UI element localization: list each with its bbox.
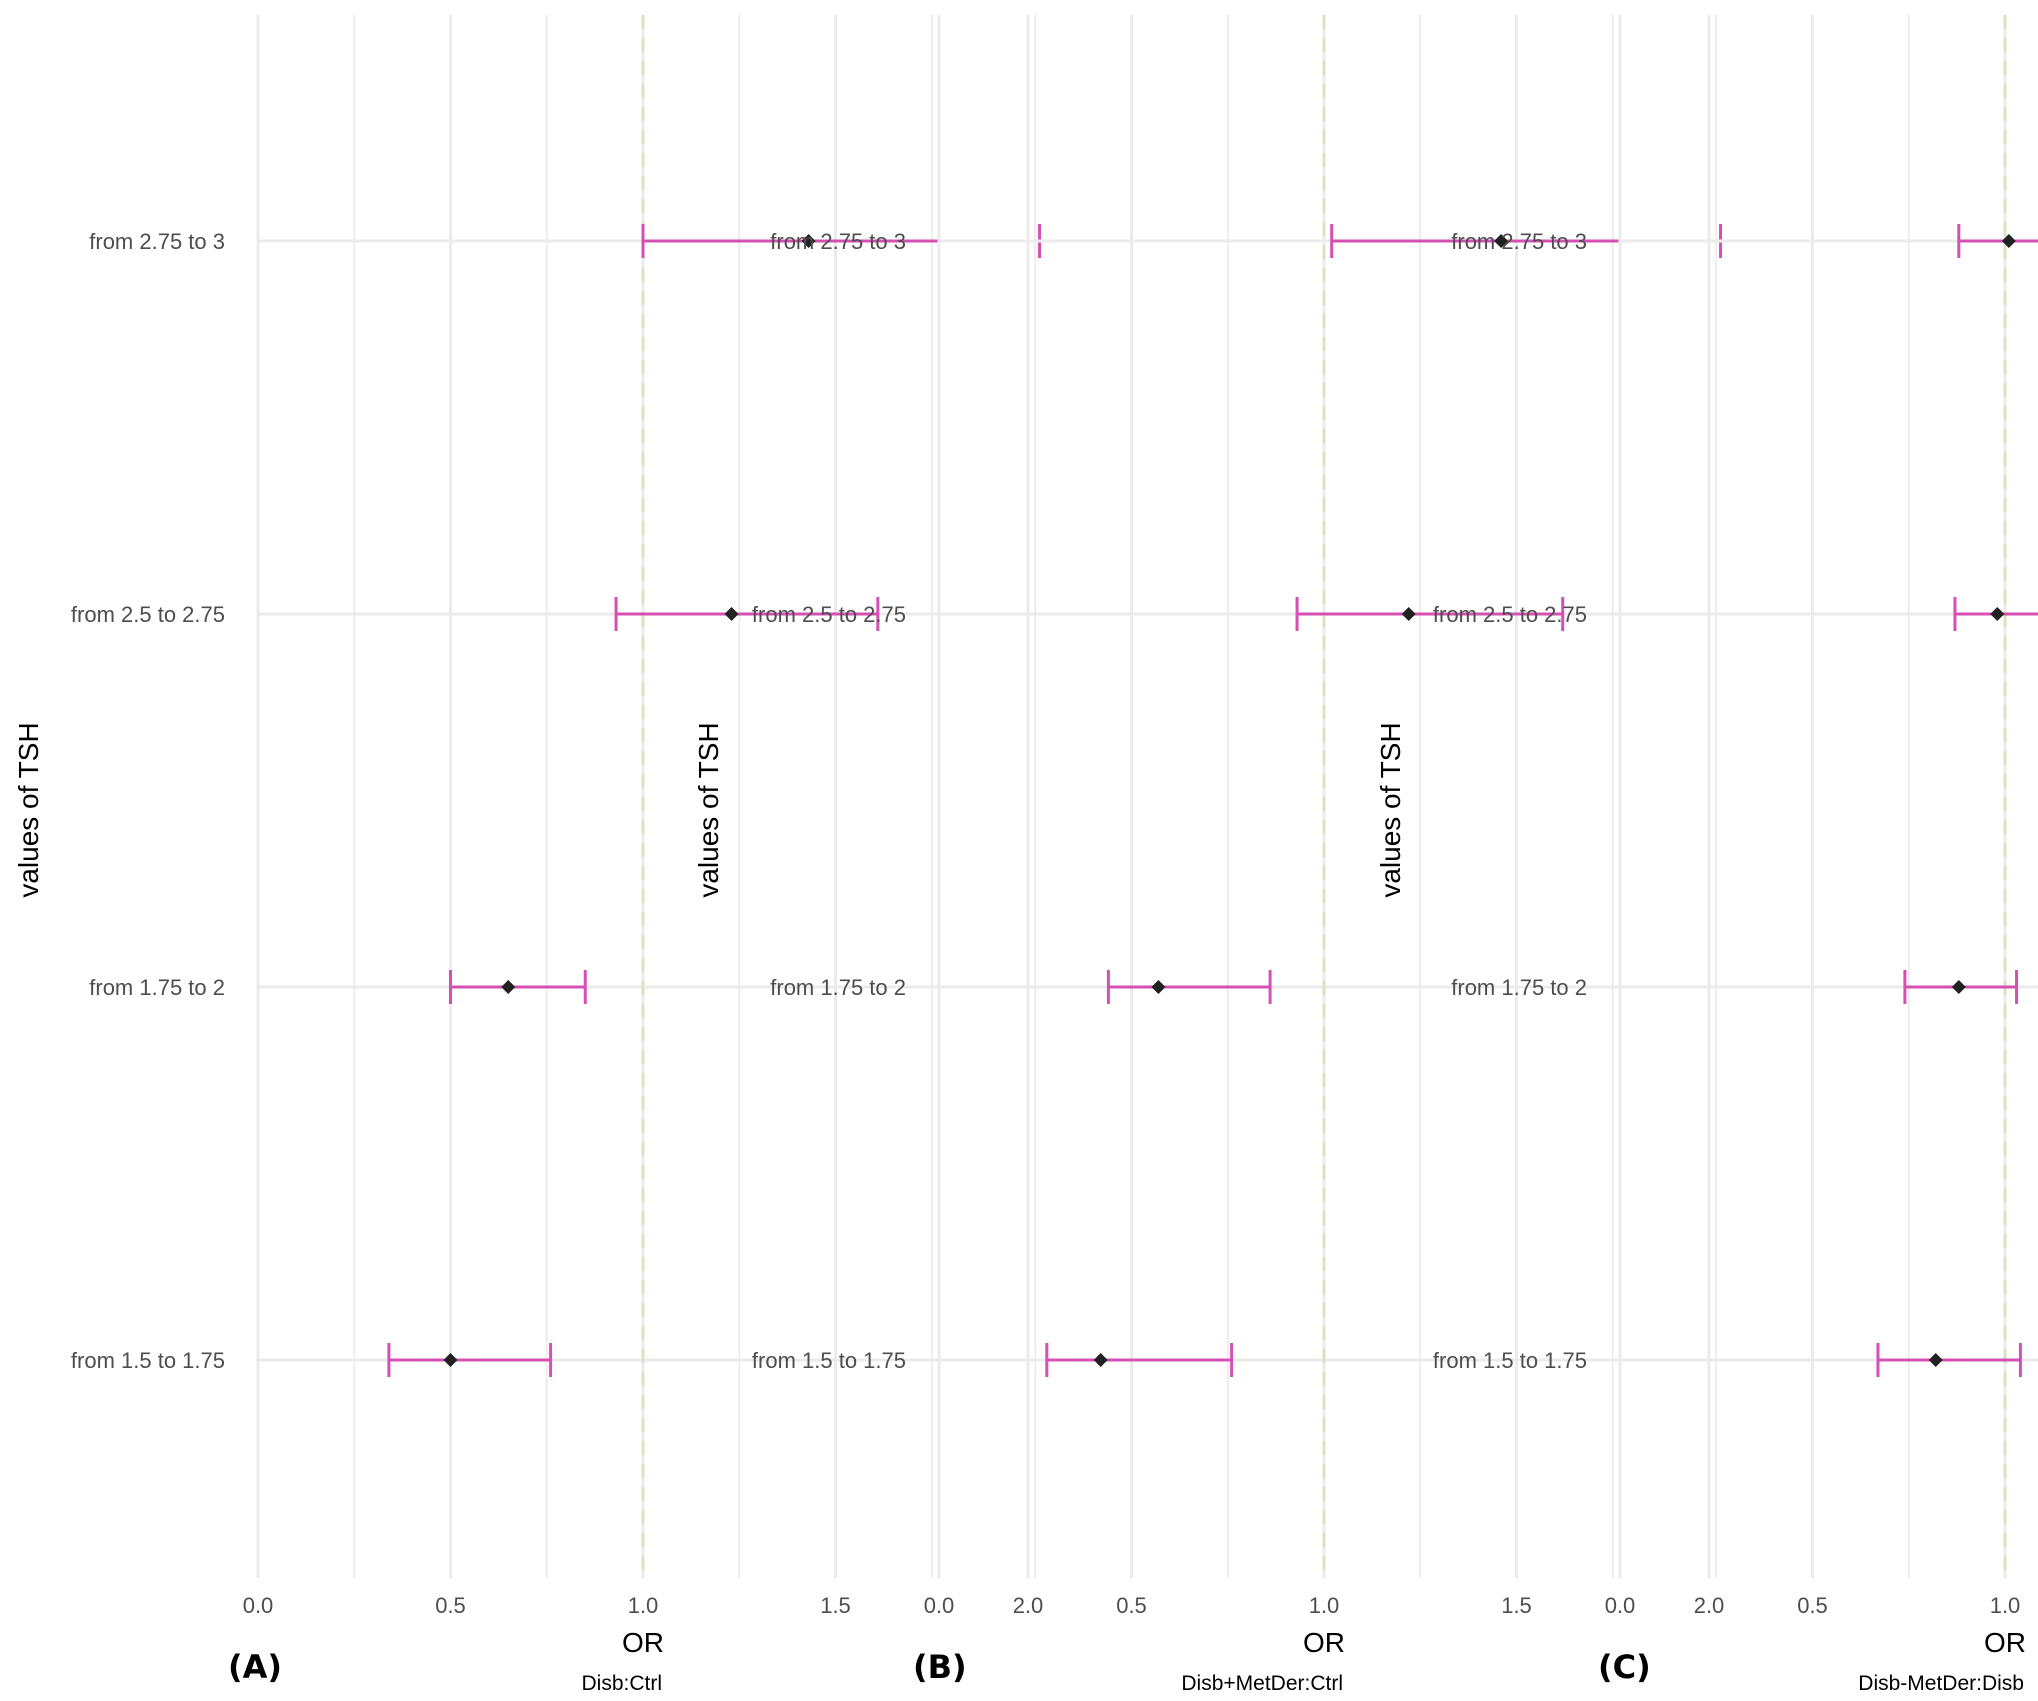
x-tick-label: 1.0 [1990,1593,2021,1618]
y-tick-label: from 1.75 to 2 [770,975,906,1000]
y-tick-label: from 2.75 to 3 [89,229,225,254]
x-tick-label: 1.0 [628,1593,659,1618]
x-tick-label: 2.0 [1013,1593,1044,1618]
point-estimate [724,607,739,621]
y-tick-label: from 1.75 to 2 [89,975,225,1000]
x-tick-label: 0.5 [1797,1593,1828,1618]
x-tick-label: 1.5 [1501,1593,1532,1618]
y-tick-label: from 2.75 to 3 [1451,229,1587,254]
y-tick-label: from 1.5 to 1.75 [752,1348,906,1373]
y-axis-title: values of TSH [1375,722,1406,897]
point-estimate [1928,1353,1943,1367]
x-tick-label: 0.5 [1116,1593,1147,1618]
panel-caption: Disb:Ctrl [581,1672,662,1695]
point-estimate [1951,980,1966,994]
x-axis-title: OR [1303,1627,1345,1658]
y-tick-label: from 1.5 to 1.75 [1433,1348,1587,1373]
panel-c: from 2.75 to 3 from 2.5 to 2.75 from 1.75 … [1375,15,2038,1695]
point-estimate [801,234,816,248]
point-estimate [1990,607,2005,621]
panel-label: (A) [228,1648,282,1686]
y-tick-label: from 1.75 to 2 [1451,975,1587,1000]
point-estimate [1401,607,1416,621]
x-axis-title: OR [1984,1627,2026,1658]
x-tick-label: 0.0 [1605,1593,1636,1618]
point-estimate [501,980,516,994]
x-tick-label: 2.0 [1694,1593,1725,1618]
y-tick-label: from 2.5 to 2.75 [1433,602,1587,627]
x-tick-label: 1.5 [820,1593,851,1618]
point-estimate [1093,1353,1108,1367]
y-tick-label: from 1.5 to 1.75 [71,1348,225,1373]
y-axis-title: values of TSH [693,722,724,897]
panel-label: (B) [913,1648,967,1686]
y-tick-label: from 2.5 to 2.75 [752,602,906,627]
x-tick-label: 0.0 [243,1593,274,1618]
y-axis-title: values of TSH [13,722,44,897]
panel-a: from 2.75 to 3 from 2.5 to 2.75 from 1.75 … [13,15,1067,1695]
point-estimate [2001,234,2016,248]
x-axis-title: OR [622,1627,664,1658]
x-tick-label: 1.0 [1309,1593,1340,1618]
y-tick-label: from 2.75 to 3 [770,229,906,254]
panel-label: (C) [1598,1648,1651,1686]
panel-caption: Disb-MetDer:Disb [1858,1672,2024,1695]
panel-caption: Disb+MetDer:Ctrl [1181,1672,1343,1695]
y-tick-label: from 2.5 to 2.75 [71,602,225,627]
x-tick-label: 0.5 [435,1593,466,1618]
point-estimate [1151,980,1166,994]
panel-b: from 2.75 to 3 from 2.5 to 2.75 from 1.75 … [693,15,1748,1695]
x-tick-label: 0.0 [924,1593,955,1618]
point-estimate [1494,234,1509,248]
point-estimate [443,1353,458,1367]
